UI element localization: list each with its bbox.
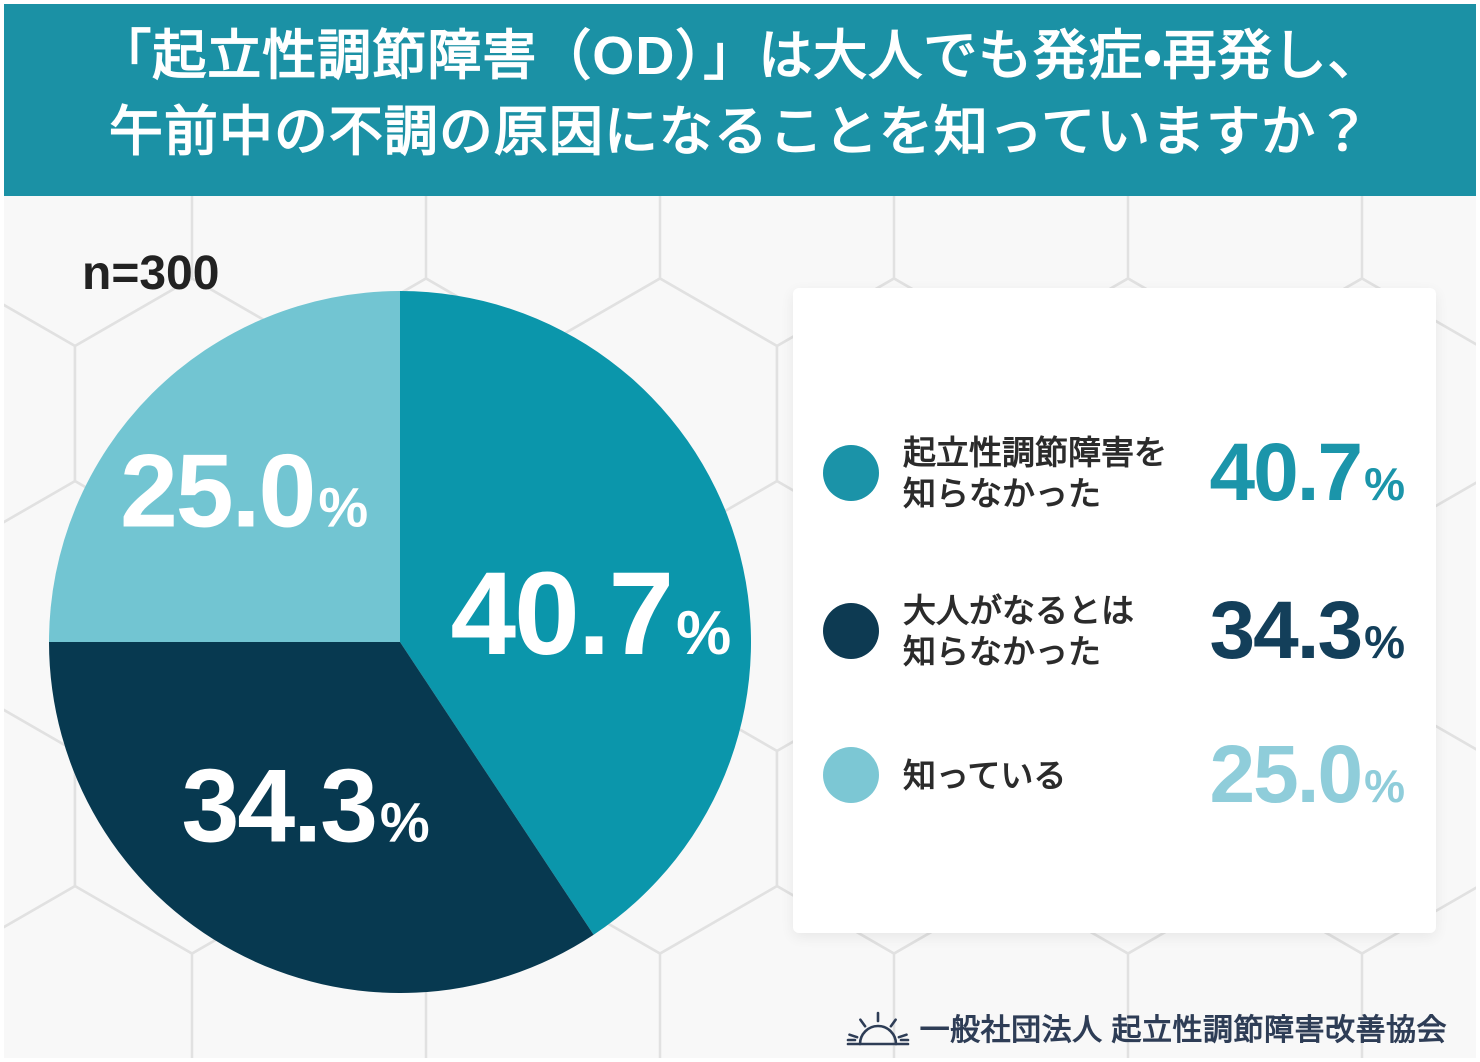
pie-slice-0 — [400, 291, 751, 935]
rising-sun-icon — [846, 1011, 909, 1046]
legend-item-unaware-of-od: 起立性調節障害を 知らなかった 40.7 % — [823, 418, 1405, 528]
organization-logo: 一般社団法人 起立性調節障害改善協会 — [846, 1004, 1447, 1050]
pie-slice-value: 34.3 — [181, 748, 378, 865]
legend-dot-aqua — [823, 747, 879, 803]
pie-chart: 40.7% 34.3% 25.0% — [49, 291, 751, 993]
pie-slice-value: 25.0 — [119, 433, 316, 550]
page-title-line2: 午前中の不調の原因になることを知っていますか？ — [108, 102, 1372, 162]
pie-slice-1 — [49, 642, 594, 993]
pie-slice-percent-sign: % — [318, 475, 369, 539]
legend-label-line2: 知らなかった — [903, 475, 1101, 512]
pie-slice-label-0: 40.7% — [450, 546, 731, 682]
legend-value-percent-sign: % — [1364, 760, 1405, 812]
legend-item-unaware-adults-affected: 大人がなるとは 知らなかった 34.3 % — [823, 576, 1405, 686]
pie-slice-percent-sign: % — [379, 790, 430, 854]
header-banner: 「起立性調節障害（OD）」は大人でも発症・再発し、 午前中の不調の原因になること… — [4, 4, 1476, 196]
legend-value-percent-sign: % — [1364, 616, 1405, 668]
legend-value-number: 40.7 — [1209, 427, 1363, 518]
legend-value-percent-sign: % — [1364, 458, 1405, 510]
legend-value: 40.7 % — [1209, 426, 1405, 520]
pie-slice-2 — [49, 291, 400, 642]
legend-value-number: 25.0 — [1209, 729, 1363, 820]
pie-slice-label-2: 25.0% — [120, 433, 368, 552]
legend-label-line1: 知っている — [903, 756, 1067, 794]
pie-slice-label-1: 34.3% — [182, 748, 430, 867]
legend-label-line1: 起立性調節障害を — [903, 434, 1167, 471]
legend-label: 起立性調節障害を 知らなかった — [903, 432, 1209, 514]
pie-slice-value: 40.7 — [450, 548, 674, 681]
pie-slice-percent-sign: % — [676, 599, 732, 669]
legend-label: 大人がなるとは 知らなかった — [903, 590, 1209, 672]
legend-value-number: 34.3 — [1209, 585, 1363, 676]
legend-label-line1: 大人がなるとは — [903, 592, 1134, 629]
legend-item-knew: 知っている 25.0 % — [823, 720, 1405, 830]
legend-label: 知っている — [903, 755, 1209, 796]
organization-name: 一般社団法人 起立性調節障害改善協会 — [919, 1014, 1447, 1047]
legend-value: 25.0 % — [1209, 728, 1405, 822]
sample-size-label: n=300 — [82, 247, 220, 300]
legend-card: 起立性調節障害を 知らなかった 40.7 % 大人がなるとは 知らなかった 34.3… — [793, 288, 1436, 933]
page-title-line1: 「起立性調節障害（OD）」は大人でも発症・再発し、 — [97, 26, 1383, 86]
legend-dot-teal — [823, 445, 879, 501]
legend-label-line2: 知らなかった — [903, 633, 1101, 670]
legend-value: 34.3 % — [1209, 584, 1405, 678]
pie-chart-svg — [49, 291, 751, 993]
legend-dot-navy — [823, 603, 879, 659]
